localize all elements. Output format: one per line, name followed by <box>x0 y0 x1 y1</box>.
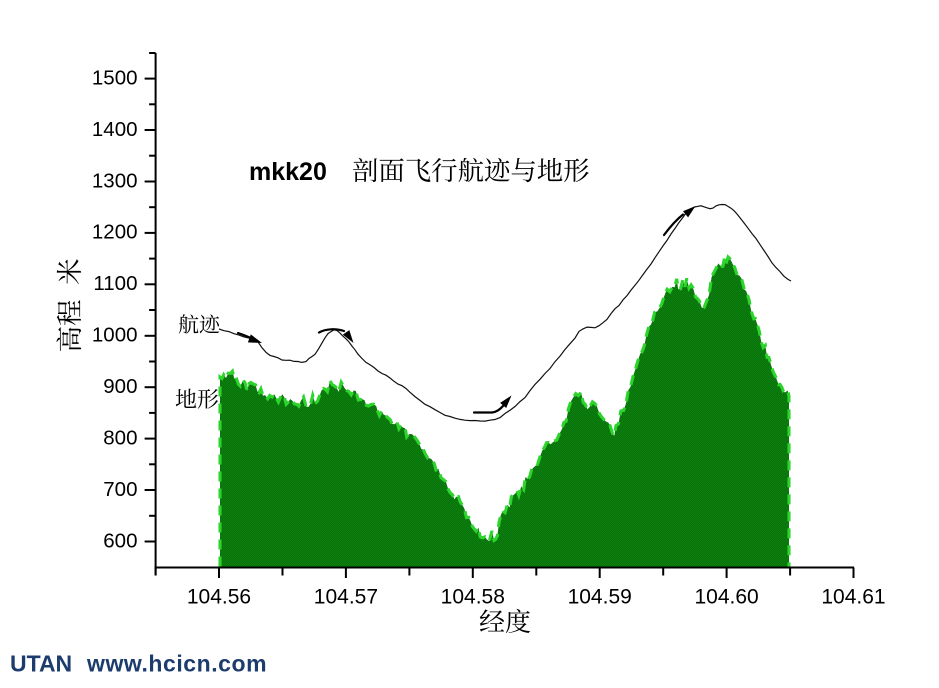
svg-text:104.59: 104.59 <box>568 586 632 609</box>
svg-text:1500: 1500 <box>92 66 138 89</box>
svg-text:mkk20: mkk20 <box>249 158 327 186</box>
svg-text:1000: 1000 <box>92 324 138 347</box>
svg-text:1400: 1400 <box>92 118 138 141</box>
svg-text:1100: 1100 <box>93 272 137 295</box>
svg-text:104.56: 104.56 <box>187 586 251 609</box>
svg-text:104.57: 104.57 <box>314 586 378 609</box>
svg-text:600: 600 <box>103 529 137 552</box>
svg-text:104.61: 104.61 <box>821 586 885 609</box>
svg-text:1300: 1300 <box>92 169 138 192</box>
svg-text:104.60: 104.60 <box>694 586 758 609</box>
svg-text:1200: 1200 <box>92 221 138 244</box>
svg-text:800: 800 <box>103 426 137 449</box>
svg-text:www.hcicn.com: www.hcicn.com <box>86 651 267 677</box>
svg-text:UTAN: UTAN <box>10 651 72 677</box>
svg-text:900: 900 <box>103 375 137 398</box>
svg-text:700: 700 <box>103 478 137 501</box>
svg-text:104.58: 104.58 <box>441 586 505 609</box>
